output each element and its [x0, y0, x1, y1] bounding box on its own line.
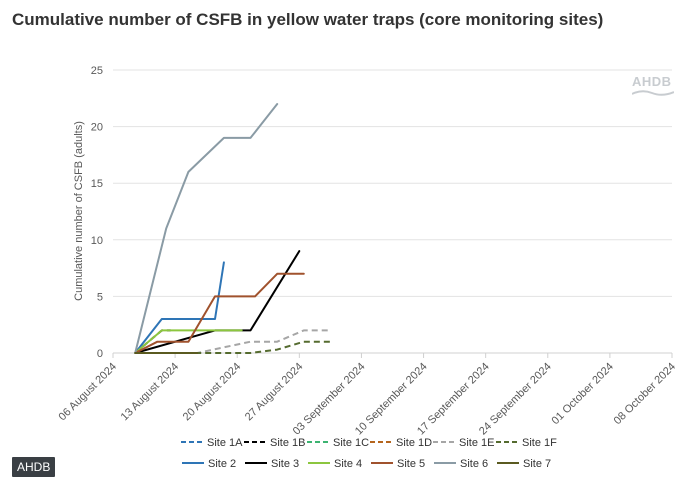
- x-tick-label: 08 October 2024: [612, 361, 678, 427]
- x-tick-label: 01 October 2024: [550, 361, 616, 427]
- series-line-site-6: [134, 103, 279, 354]
- chart-title: Cumulative number of CSFB in yellow wate…: [12, 10, 604, 29]
- y-tick-label: 5: [97, 291, 103, 303]
- legend-label: Site 7: [523, 458, 551, 470]
- x-tick-label: 06 August 2024: [57, 361, 120, 424]
- legend: Site 1A Site 1B Site 1C Site 1D Site 1E Site …: [181, 437, 557, 470]
- ahdb-watermark: AHDB: [632, 74, 672, 89]
- y-tick-label: 10: [91, 235, 103, 247]
- x-tick-label: 20 August 2024: [181, 361, 244, 424]
- y-tick-label: 25: [91, 65, 103, 77]
- legend-label: Site 1A: [207, 437, 243, 449]
- legend-label: Site 1C: [333, 437, 369, 449]
- series-line-site-4: [134, 329, 243, 354]
- y-axis: 0 5 10 15 20 25: [91, 65, 103, 360]
- y-tick-label: 20: [91, 122, 103, 134]
- gridlines: [113, 69, 672, 297]
- legend-label: Site 1F: [522, 437, 557, 449]
- series-line-site-2: [134, 261, 225, 354]
- series-line-site-5: [134, 272, 305, 354]
- footer-badge: AHDB: [12, 457, 56, 477]
- legend-label: Site 5: [397, 458, 425, 470]
- legend-label: Site 1E: [459, 437, 494, 449]
- y-tick-label: 15: [91, 178, 103, 190]
- y-tick-label: 0: [97, 348, 103, 360]
- legend-label: Site 1D: [396, 437, 432, 449]
- series-line-site-1f: [135, 340, 331, 354]
- watermark-wave-icon: [632, 90, 674, 96]
- series-lines: [134, 103, 331, 354]
- legend-label: Site 1B: [270, 437, 305, 449]
- legend-label: Site 2: [208, 458, 236, 470]
- x-tick-label: 27 August 2024: [243, 361, 306, 424]
- x-tick-label: 13 August 2024: [119, 361, 182, 424]
- legend-label: Site 6: [460, 458, 488, 470]
- legend-label: Site 4: [334, 458, 362, 470]
- y-axis-label: Cumulative number of CSFB (adults): [73, 121, 85, 301]
- x-axis: 06 August 2024 13 August 2024 20 August 20…: [57, 352, 678, 437]
- legend-label: Site 3: [271, 458, 299, 470]
